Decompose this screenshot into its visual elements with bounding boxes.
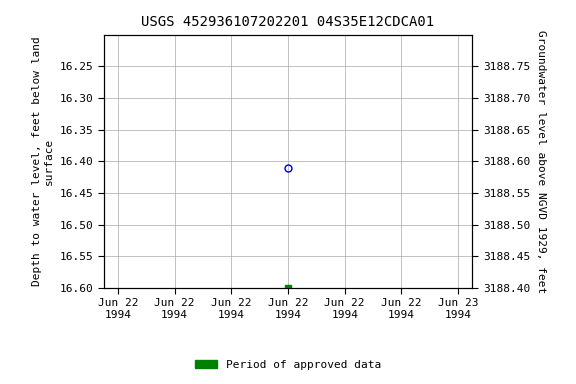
- Legend: Period of approved data: Period of approved data: [191, 356, 385, 375]
- Y-axis label: Groundwater level above NGVD 1929, feet: Groundwater level above NGVD 1929, feet: [536, 30, 545, 293]
- Y-axis label: Depth to water level, feet below land
surface: Depth to water level, feet below land su…: [32, 36, 54, 286]
- Title: USGS 452936107202201 04S35E12CDCA01: USGS 452936107202201 04S35E12CDCA01: [142, 15, 434, 29]
